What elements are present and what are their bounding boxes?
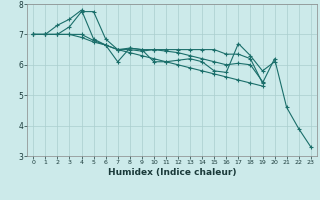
X-axis label: Humidex (Indice chaleur): Humidex (Indice chaleur) — [108, 168, 236, 177]
